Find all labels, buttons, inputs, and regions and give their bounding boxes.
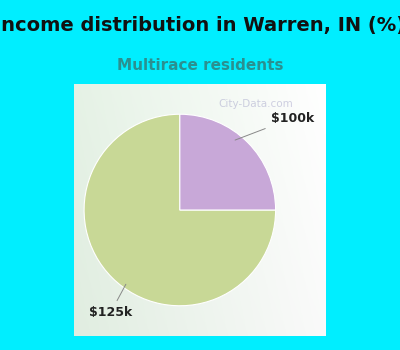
Text: City-Data.com: City-Data.com [218, 99, 293, 109]
Text: Multirace residents: Multirace residents [117, 58, 283, 73]
Text: Income distribution in Warren, IN (%): Income distribution in Warren, IN (%) [0, 16, 400, 35]
Wedge shape [84, 114, 276, 306]
Wedge shape [180, 114, 276, 210]
Text: $125k: $125k [89, 284, 132, 319]
Text: $100k: $100k [235, 112, 314, 140]
